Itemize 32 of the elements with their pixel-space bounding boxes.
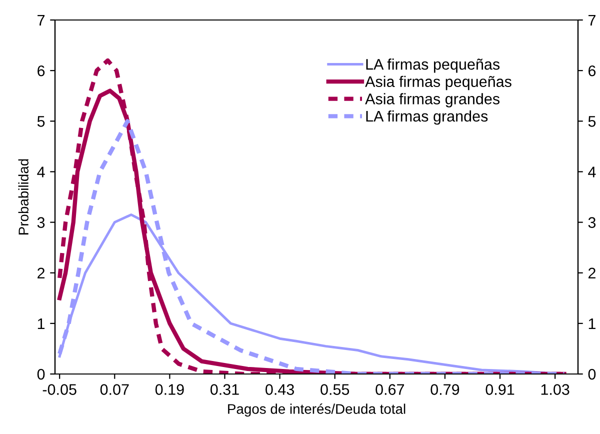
y2-tick-label: 7 [588, 15, 596, 26]
legend-label: LA firmas grandes [366, 110, 488, 125]
x-tick-label: 0.43 [266, 384, 294, 395]
x-tick-label: 0.19 [155, 384, 184, 395]
legend-label: Asia firmas pequeñas [365, 76, 512, 90]
y-tick-label: 6 [38, 65, 45, 76]
y2-tick-label: 5 [588, 116, 596, 127]
y2-tick-label: 3 [588, 217, 596, 228]
y-tick-label: 5 [37, 116, 45, 127]
x-tick-label: 0.67 [376, 384, 404, 395]
x-tick-label: 0.55 [320, 384, 350, 395]
y2-tick-label: 1 [588, 318, 596, 329]
y-tick-label: 4 [37, 166, 45, 178]
x-axis-title: Pagos de interés/Deuda total [228, 404, 406, 417]
x-tick-label: 1.03 [541, 384, 570, 395]
y-tick-label: 1 [38, 318, 45, 329]
legend-label: Asia firmas grandes [365, 93, 500, 108]
y2-tick-label: 2 [588, 268, 596, 278]
y2-tick-label: 4 [588, 166, 596, 178]
x-tick-label: 0.07 [100, 384, 129, 395]
x-tick-label: 0.79 [430, 384, 460, 395]
y-tick-label: 3 [37, 217, 45, 228]
x-tick-label: 0.31 [210, 384, 239, 395]
y-tick-label: 7 [38, 15, 45, 26]
y2-tick-label: 6 [588, 65, 596, 76]
y-axis-title: Probabilidad [18, 159, 28, 234]
x-tick-label: -0.05 [42, 384, 76, 395]
y-tick-label: 0 [37, 368, 45, 380]
x-tick-label: 0.91 [486, 384, 514, 395]
y-tick-label: 2 [38, 268, 45, 278]
y2-tick-label: 0 [588, 368, 596, 380]
legend-label: LA firmas pequeñas [366, 58, 500, 73]
